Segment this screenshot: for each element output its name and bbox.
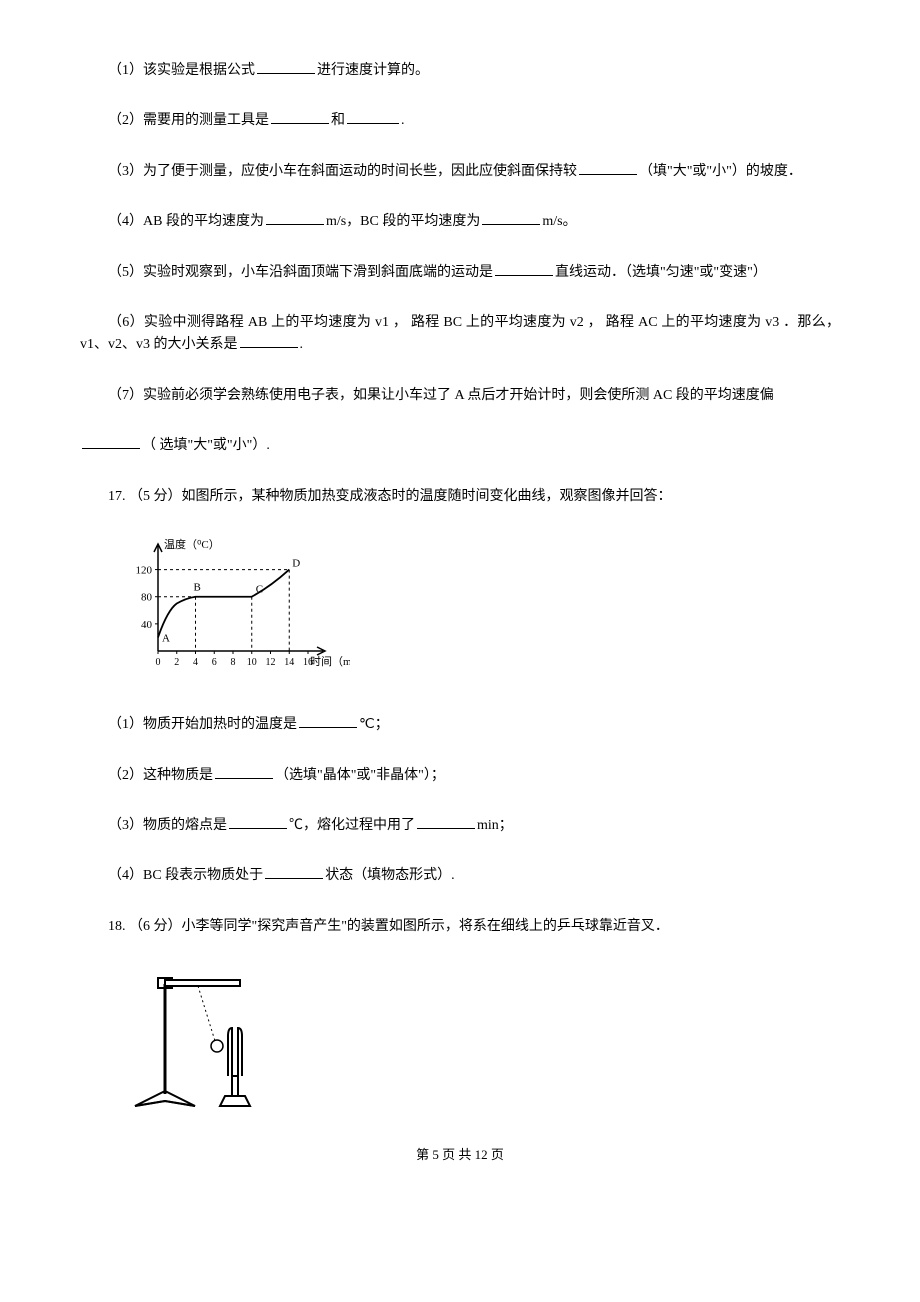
apparatus-svg <box>120 966 260 1116</box>
text: （3）为了便于测量，应使小车在斜面运动的时间长些，因此应使斜面保持较 <box>108 164 577 179</box>
q-item-7: （7）实验前必须学会熟练使用电子表，如果让小车过了 A 点后才开始计时，则会使所… <box>80 385 840 407</box>
blank[interactable] <box>482 211 540 225</box>
text: （5）实验时观察到，小车沿斜面顶端下滑到斜面底端的运动是 <box>108 265 493 280</box>
q-item-3: （3）为了便于测量，应使小车在斜面运动的时间长些，因此应使斜面保持较 （填"大"或… <box>80 161 840 183</box>
text: （1）该实验是根据公式 <box>108 63 255 78</box>
text: （ 选填"大"或"小"）. <box>142 438 270 453</box>
chart-svg: 40801200246810121416温度（⁰C）时间（min）ABCD <box>120 536 350 676</box>
svg-text:10: 10 <box>247 657 257 668</box>
svg-text:120: 120 <box>136 564 153 576</box>
text: （选填"晶体"或"非晶体"）； <box>275 768 445 783</box>
total-pages: 12 <box>475 1147 488 1162</box>
svg-text:8: 8 <box>231 657 236 668</box>
text: ℃； <box>359 717 389 732</box>
text: . <box>300 337 304 352</box>
svg-text:80: 80 <box>141 592 153 604</box>
q-item-4: （4）AB 段的平均速度为 m/s，BC 段的平均速度为 m/s。 <box>80 211 840 233</box>
text: m/s。 <box>542 214 576 229</box>
text: （2）需要用的测量工具是 <box>108 113 269 128</box>
blank[interactable] <box>417 815 475 829</box>
q17-intro: 17. （5 分）如图所示，某种物质加热变成液态时的温度随时间变化曲线，观察图像… <box>80 486 840 508</box>
q-item-2: （2）需要用的测量工具是 和. <box>80 110 840 132</box>
blank[interactable] <box>82 435 140 449</box>
text: 和 <box>331 113 345 128</box>
text: . <box>401 113 405 128</box>
footer-text: 第 <box>416 1147 432 1162</box>
svg-text:6: 6 <box>212 657 217 668</box>
blank[interactable] <box>257 60 315 74</box>
q-item-5: （5）实验时观察到，小车沿斜面顶端下滑到斜面底端的运动是 直线运动．（选填"匀速"… <box>80 262 840 284</box>
q17-item-4: （4）BC 段表示物质处于 状态（填物态形式）. <box>80 865 840 887</box>
text: （2）这种物质是 <box>108 768 213 783</box>
svg-text:2: 2 <box>174 657 179 668</box>
q17-item-3: （3）物质的熔点是 ℃，熔化过程中用了 min； <box>80 815 840 837</box>
q-item-6: （6）实验中测得路程 AB 上的平均速度为 v1 ， 路程 BC 上的平均速度为… <box>80 312 840 357</box>
page-footer: 第 5 页 共 12 页 <box>80 1145 840 1166</box>
temperature-chart: 40801200246810121416温度（⁰C）时间（min）ABCD <box>120 536 840 684</box>
text: 17. （5 分）如图所示，某种物质加热变成液态时的温度随时间变化曲线，观察图像… <box>108 489 672 504</box>
svg-text:12: 12 <box>266 657 276 668</box>
text: （6）实验中测得路程 AB 上的平均速度为 v1 ， 路程 BC 上的平均速度为… <box>80 315 840 352</box>
blank[interactable] <box>299 714 357 728</box>
svg-text:D: D <box>292 557 300 569</box>
text: m/s，BC 段的平均速度为 <box>326 214 480 229</box>
text: （1）物质开始加热时的温度是 <box>108 717 297 732</box>
footer-text: 页 共 <box>439 1147 475 1162</box>
svg-text:A: A <box>162 632 170 644</box>
apparatus-figure <box>120 966 840 1124</box>
text: （3）物质的熔点是 <box>108 818 227 833</box>
svg-text:14: 14 <box>284 657 294 668</box>
text: （4）BC 段表示物质处于 <box>108 868 263 883</box>
q18-intro: 18. （6 分）小李等同学"探究声音产生"的装置如图所示，将系在细线上的乒乓球… <box>80 916 840 938</box>
svg-text:40: 40 <box>141 619 153 631</box>
q17-item-2: （2）这种物质是 （选填"晶体"或"非晶体"）； <box>80 765 840 787</box>
blank[interactable] <box>495 262 553 276</box>
svg-text:时间（min）: 时间（min） <box>310 655 350 668</box>
text: （填"大"或"小"）的坡度． <box>639 164 802 179</box>
text: 18. （6 分）小李等同学"探究声音产生"的装置如图所示，将系在细线上的乒乓球… <box>108 919 669 934</box>
blank[interactable] <box>229 815 287 829</box>
svg-text:C: C <box>256 584 263 596</box>
svg-text:B: B <box>194 582 201 594</box>
svg-text:0: 0 <box>156 657 161 668</box>
svg-text:温度（⁰C）: 温度（⁰C） <box>164 537 220 551</box>
blank[interactable] <box>265 865 323 879</box>
text: 直线运动．（选填"匀速"或"变速"） <box>555 265 767 280</box>
text: 状态（填物态形式）. <box>325 868 455 883</box>
text: （7）实验前必须学会熟练使用电子表，如果让小车过了 A 点后才开始计时，则会使所… <box>108 388 774 403</box>
blank[interactable] <box>347 110 399 124</box>
text: 进行速度计算的。 <box>317 63 429 78</box>
blank[interactable] <box>266 211 324 225</box>
blank[interactable] <box>215 765 273 779</box>
q-item-1: （1）该实验是根据公式 进行速度计算的。 <box>80 60 840 82</box>
blank[interactable] <box>240 334 298 348</box>
q17-item-1: （1）物质开始加热时的温度是 ℃； <box>80 714 840 736</box>
q-item-7-cont: （ 选填"大"或"小"）. <box>80 435 840 457</box>
text: ℃，熔化过程中用了 <box>289 818 415 833</box>
svg-text:4: 4 <box>193 657 198 668</box>
blank[interactable] <box>579 161 637 175</box>
text: min； <box>477 818 513 833</box>
text: （4）AB 段的平均速度为 <box>108 214 264 229</box>
blank[interactable] <box>271 110 329 124</box>
footer-text: 页 <box>488 1147 504 1162</box>
